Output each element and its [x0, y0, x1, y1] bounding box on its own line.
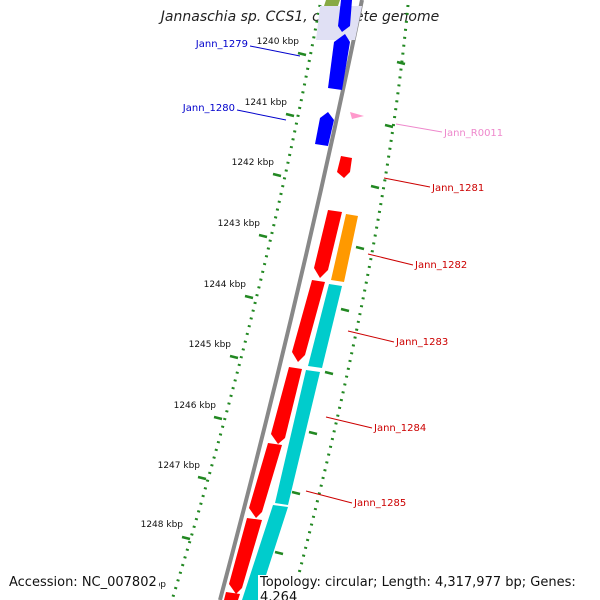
- gene-jann-1281: [337, 156, 352, 178]
- inner-scale-dots: [170, 4, 322, 600]
- outer-ticks: [274, 60, 406, 556]
- leader-jann-1283: [347, 330, 395, 343]
- gene-label-jann-1285[interactable]: Jann_1285: [353, 498, 406, 509]
- gene-jann-1282-orange: [331, 214, 358, 282]
- gene-jann-1285-cyan: [242, 505, 288, 600]
- gene-jann-1285-red: [249, 443, 282, 518]
- gene-jann-1280: [315, 112, 334, 146]
- gene-jann-1282-red: [314, 210, 342, 278]
- gene-jann-r0011: [350, 112, 364, 119]
- gene-label-jann-1282[interactable]: Jann_1282: [414, 260, 467, 271]
- leader-jann-1280: [236, 109, 287, 121]
- map-title: Jannaschia sp. CCS1, complete genome: [160, 9, 440, 25]
- leader-jann-1284: [325, 416, 373, 429]
- leader-jann-1285: [305, 490, 353, 504]
- scale-label-1245: 1245 kbp: [189, 340, 232, 350]
- gene-jann-1283-cyan: [308, 284, 342, 368]
- gene-red-bottom: [224, 592, 240, 600]
- topology-label: Topology: circular; Length: 4,317,977 bp…: [258, 575, 600, 600]
- gene-jann-1283-red: [292, 280, 325, 362]
- scale-label-1241: 1241 kbp: [245, 98, 288, 108]
- inner-ticks: [181, 51, 307, 541]
- scale-label-1240: 1240 kbp: [257, 37, 300, 47]
- scale-label-1243: 1243 kbp: [218, 219, 261, 229]
- leader-jann-1282: [367, 253, 414, 266]
- leader-jann-1279: [249, 45, 301, 57]
- scale-label-1244: 1244 kbp: [204, 280, 247, 290]
- genome-backbone: [218, 0, 364, 600]
- gene-olive-block: [324, 0, 340, 6]
- leader-jann-1281: [383, 177, 431, 188]
- gene-jann-1284-cyan: [275, 370, 320, 505]
- gene-label-jann-1279[interactable]: Jann_1279: [195, 39, 248, 50]
- scale-label-1242: 1242 kbp: [232, 158, 275, 168]
- accession-label: Accession: NC_007802: [7, 575, 159, 590]
- gene-red-lower: [229, 518, 262, 594]
- gene-label-jann-1284[interactable]: Jann_1284: [373, 423, 426, 434]
- gene-label-jann-1280[interactable]: Jann_1280: [182, 103, 235, 114]
- gene-jann-1279: [328, 34, 350, 90]
- gene-label-jann-r0011[interactable]: Jann_R0011: [443, 128, 503, 139]
- gene-blue-top: [338, 0, 352, 32]
- gene-jann-1284-red: [271, 367, 302, 444]
- scale-label-1247: 1247 kbp: [158, 461, 201, 471]
- leader-jann-r0011: [395, 123, 443, 133]
- gene-label-jann-1281[interactable]: Jann_1281: [431, 183, 484, 194]
- gene-label-jann-1283[interactable]: Jann_1283: [395, 337, 448, 348]
- scale-label-1246: 1246 kbp: [174, 401, 217, 411]
- scale-label-1248: 1248 kbp: [141, 520, 184, 530]
